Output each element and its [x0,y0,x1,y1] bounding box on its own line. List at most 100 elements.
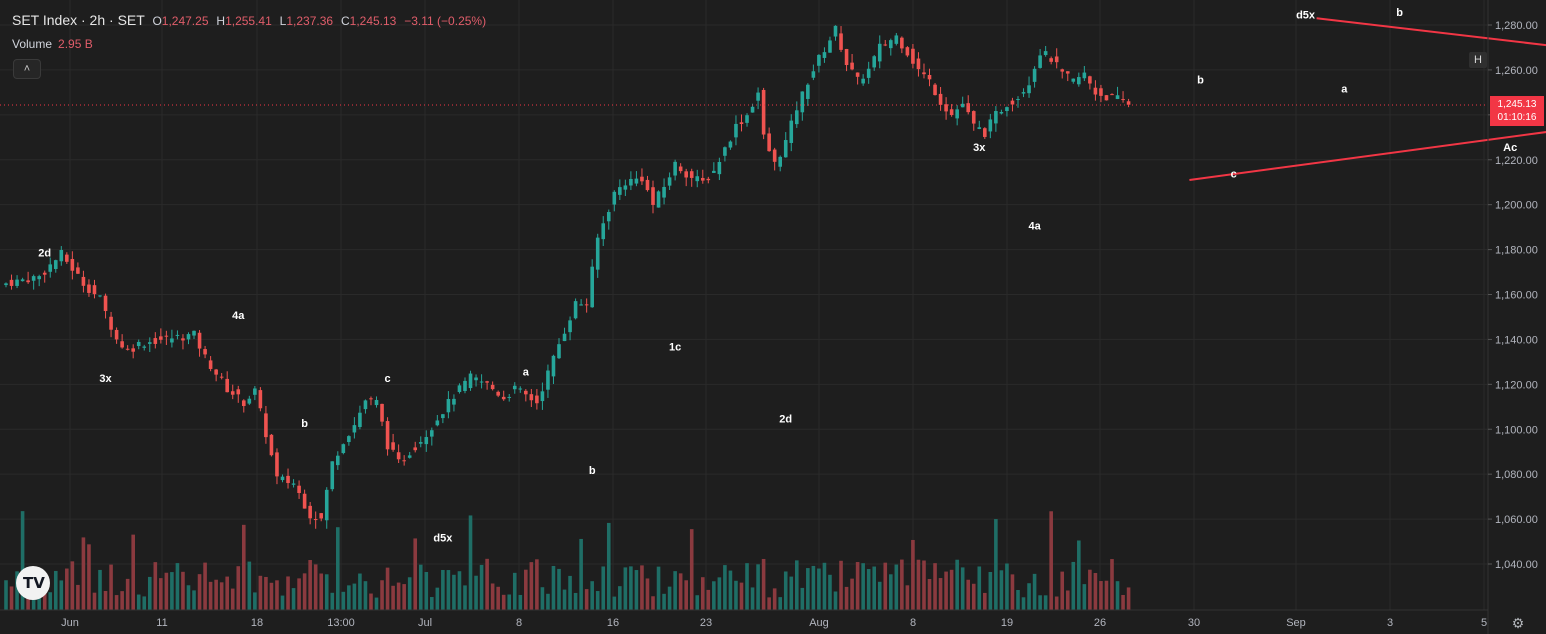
volume-bar [557,568,561,610]
candle-body [48,264,53,272]
candle-body [236,389,241,395]
candle-body [612,191,617,205]
change-value: −3.11 (−0.25%) [404,14,487,28]
volume-bar [214,579,218,610]
triangle-pattern[interactable] [1189,17,1546,181]
candle-body [557,344,561,359]
candle-body [253,388,257,395]
candle-body [479,381,484,383]
chevron-up-icon: ˄ [23,63,31,75]
volume-bar [269,582,274,610]
low-key: L [279,14,287,28]
candle-body [136,341,141,347]
volume-bar [308,560,312,610]
candle-body [1071,78,1076,82]
candle-body [1049,58,1053,62]
volume-bar [120,591,124,610]
volume-bar [756,564,760,610]
candle-body [772,149,777,162]
candle-body [1110,94,1114,96]
volume-bar [573,592,578,610]
volume-value: 2.95 B [58,37,93,51]
volume-bar [1121,594,1125,610]
volume-bar [734,580,738,610]
candle-body [894,35,899,44]
candle-body [435,420,440,426]
volume-bar [358,573,362,610]
volume-bar [430,597,434,610]
volume-bar [911,539,915,610]
volume-bar [689,529,694,610]
candle-body [219,376,224,378]
volume-bar [1104,580,1109,610]
volume-bar [518,594,523,610]
candle-body [125,348,130,350]
time-tick-label: 16 [607,617,619,629]
volume-bar [192,590,196,610]
volume-bar [966,579,971,610]
candle-body [872,56,877,68]
candle-body [87,284,91,293]
volume-bar [706,589,711,610]
volume-bar [955,559,959,610]
volume-bar [363,581,368,610]
volume-bar [147,576,152,610]
tradingview-logo[interactable]: TV [16,566,50,600]
gear-icon[interactable]: ⚙ [1511,615,1525,631]
volume-bar [1043,595,1048,610]
volume-label[interactable]: Volume [12,37,53,51]
collapse-legend-button[interactable]: ˄ [13,59,41,79]
volume-bar [612,596,617,610]
candle-body [341,444,346,454]
volume-bar [175,563,180,610]
candle-body [170,338,174,343]
volume-bar [186,585,191,610]
candle-body [977,127,982,130]
volume-bar [828,574,832,610]
candle-body [208,360,213,369]
symbol-title[interactable]: SET Index · 2h · SET [12,12,145,28]
candle-body [745,115,749,123]
volume-bar [396,582,401,610]
candle-body [363,400,368,410]
volume-bar [1099,581,1103,610]
candle-body [922,72,926,75]
volume-bar [949,569,954,610]
candle-body [656,191,661,208]
candle-body [275,452,279,477]
wave-labels: 2d3x4abcd5xab1c2d3x4abcd5xabAcBdC [38,7,1517,545]
wave-label: 3x [99,373,112,385]
candlesticks [4,25,1131,529]
candle-body [562,333,567,342]
volume-bar [319,573,324,610]
volume-bar [1021,597,1026,610]
h-button[interactable]: H [1469,52,1487,68]
candle-body [446,399,451,413]
candle-body [966,103,971,113]
candle-body [1043,51,1048,56]
time-tick-label: Sep [1286,617,1306,629]
volume-bar [529,562,534,610]
volume-bar [673,571,677,610]
volume-bar [48,592,53,610]
time-axis[interactable]: Jun 11 18 13:00 Jul 8 16 23 Aug 8 19 26 30 Sep 3 5 [61,617,1487,629]
volume-bar [330,592,335,610]
candle-body [551,355,556,377]
candle-body [916,58,921,70]
volume-bar [839,560,843,610]
volume-bar [656,566,661,610]
time-tick-label: 13:00 [327,617,355,629]
volume-bar [1049,511,1053,610]
volume-bar [817,568,821,610]
candle-body [1010,100,1015,105]
volume-bar [623,567,628,610]
candle-body [817,54,821,66]
candle-body [822,52,827,58]
candle-body [31,276,36,281]
volume-bar [53,570,58,610]
volume-bar [4,580,8,610]
candle-body [579,304,583,306]
candle-body [280,476,285,481]
volume-bar [767,597,771,610]
